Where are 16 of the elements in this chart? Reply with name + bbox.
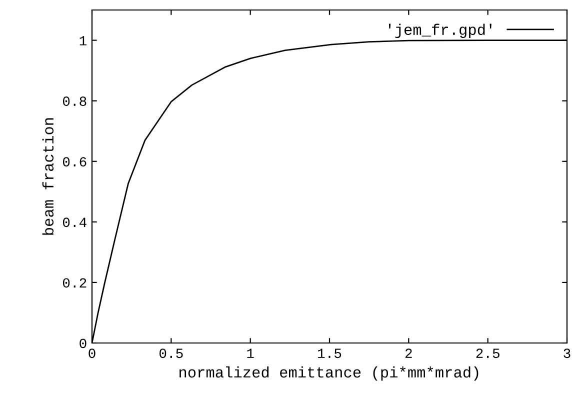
y-tick-label: 0.2 bbox=[62, 278, 86, 288]
y-tick-label: 0 bbox=[80, 338, 86, 348]
y-tick-label: 0.8 bbox=[62, 96, 86, 106]
x-tick-label: 2.5 bbox=[476, 348, 500, 358]
x-tick-label: 0 bbox=[88, 348, 96, 358]
y-tick-label: 1 bbox=[80, 36, 86, 46]
y-tick-label: 0.6 bbox=[62, 157, 86, 167]
y-axis-title: beam fraction bbox=[42, 118, 54, 235]
x-tick-label: 2 bbox=[405, 348, 412, 358]
x-tick-label: 1 bbox=[247, 348, 254, 358]
legend-label: 'jem_fr.gpd' bbox=[388, 24, 492, 38]
x-tick-label: 3 bbox=[564, 348, 570, 358]
x-tick-label: 1.5 bbox=[318, 348, 342, 358]
y-tick-label: 0.4 bbox=[62, 218, 86, 228]
x-axis-title: normalized emittance (pi*mm*mrad) bbox=[180, 366, 478, 381]
x-tick-label: 0.5 bbox=[160, 348, 183, 358]
